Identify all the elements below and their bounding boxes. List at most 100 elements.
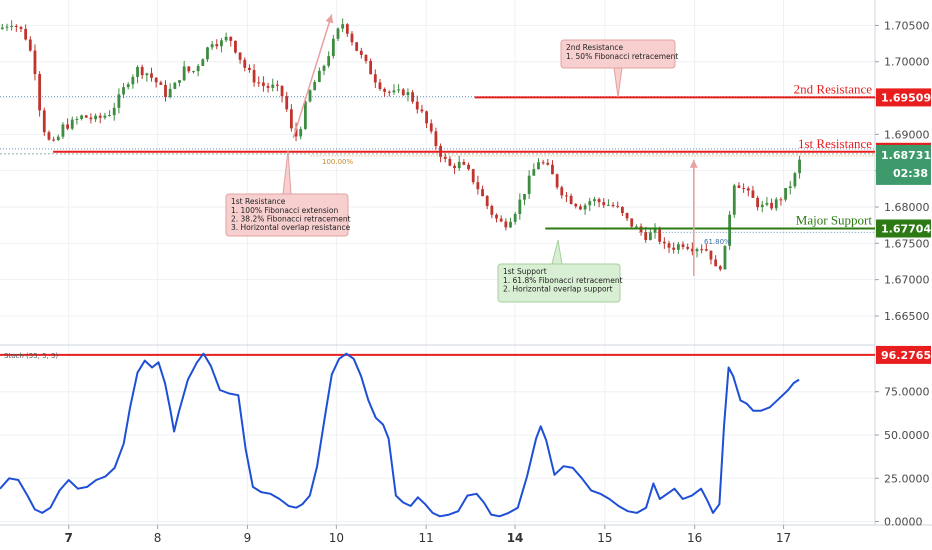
candle-body[interactable] — [462, 162, 466, 165]
candle-body[interactable] — [597, 199, 601, 203]
candle-body[interactable] — [504, 221, 508, 228]
candle-body[interactable] — [518, 199, 522, 214]
candle-body[interactable] — [42, 110, 46, 133]
candle-body[interactable] — [551, 164, 554, 175]
candle-body[interactable] — [401, 89, 405, 96]
candle-body[interactable] — [131, 76, 135, 85]
candle-body[interactable] — [681, 244, 685, 247]
candle-body[interactable] — [220, 40, 223, 47]
candle-body[interactable] — [658, 228, 662, 242]
candle-body[interactable] — [24, 28, 28, 40]
candle-body[interactable] — [243, 59, 247, 68]
candle-body[interactable] — [38, 74, 42, 111]
candle-body[interactable] — [159, 82, 163, 85]
candle-body[interactable] — [66, 124, 70, 129]
candle-body[interactable] — [210, 44, 214, 48]
candle-body[interactable] — [565, 195, 568, 197]
candle-body[interactable] — [289, 109, 293, 129]
candle-body[interactable] — [690, 248, 694, 252]
candle-body[interactable] — [485, 196, 489, 207]
candle-body[interactable] — [313, 81, 317, 91]
candle-body[interactable] — [229, 36, 233, 41]
candle-body[interactable] — [392, 90, 396, 93]
candle-body[interactable] — [625, 212, 629, 219]
candle-body[interactable] — [322, 65, 326, 71]
candle-body[interactable] — [164, 84, 167, 97]
candle-body[interactable] — [620, 206, 624, 213]
candle-body[interactable] — [756, 197, 760, 208]
candle-body[interactable] — [746, 188, 750, 191]
candle-body[interactable] — [644, 232, 648, 240]
candle-body[interactable] — [490, 206, 494, 215]
stoch-level-badge-bg[interactable] — [876, 345, 931, 364]
candle-body[interactable] — [415, 101, 419, 110]
candle-body[interactable] — [224, 36, 228, 41]
candle-body[interactable] — [686, 246, 690, 249]
candle-body[interactable] — [411, 92, 415, 102]
level-badge-2-bg[interactable] — [876, 219, 931, 238]
candle-body[interactable] — [19, 26, 23, 29]
candle-body[interactable] — [112, 107, 116, 116]
candle-body[interactable] — [704, 249, 708, 251]
candle-body[interactable] — [569, 195, 573, 204]
candle-body[interactable] — [89, 117, 93, 120]
candle-body[interactable] — [234, 40, 237, 53]
candle-body[interactable] — [443, 156, 447, 159]
candle-body[interactable] — [275, 84, 279, 86]
candle-body[interactable] — [676, 244, 680, 250]
candle-body[interactable] — [359, 50, 363, 55]
candle-body[interactable] — [788, 186, 792, 188]
candle-body[interactable] — [10, 25, 14, 27]
candle-body[interactable] — [560, 187, 564, 196]
candle-body[interactable] — [532, 169, 536, 176]
candle-body[interactable] — [61, 124, 65, 137]
candle-body[interactable] — [350, 33, 354, 43]
candle-body[interactable] — [187, 66, 191, 72]
candle-body[interactable] — [14, 25, 18, 27]
candle-body[interactable] — [387, 91, 391, 93]
candle-body[interactable] — [593, 199, 596, 202]
candle-body[interactable] — [397, 89, 401, 91]
candle-body[interactable] — [299, 128, 303, 137]
candle-body[interactable] — [341, 24, 345, 29]
candle-body[interactable] — [714, 259, 718, 267]
candle-body[interactable] — [94, 115, 97, 120]
candle-body[interactable] — [369, 60, 373, 75]
candle-body[interactable] — [574, 203, 578, 207]
candle-body[interactable] — [695, 249, 699, 252]
candle-body[interactable] — [5, 26, 9, 28]
candle-body[interactable] — [588, 201, 592, 206]
candle-body[interactable] — [723, 245, 727, 270]
candle-body[interactable] — [611, 204, 615, 207]
candle-body[interactable] — [709, 250, 713, 260]
candle-body[interactable] — [378, 82, 382, 90]
candle-body[interactable] — [70, 119, 74, 129]
candle-body[interactable] — [509, 221, 512, 228]
candle-body[interactable] — [136, 66, 139, 77]
candle-body[interactable] — [192, 71, 195, 73]
candle-body[interactable] — [52, 139, 56, 141]
candle-body[interactable] — [331, 38, 335, 57]
candle-body[interactable] — [448, 158, 452, 166]
candle-body[interactable] — [774, 199, 778, 209]
candle-body[interactable] — [406, 92, 410, 96]
candle-body[interactable] — [579, 206, 582, 210]
candle-body[interactable] — [607, 204, 610, 206]
candle-body[interactable] — [793, 173, 797, 187]
candle-body[interactable] — [117, 94, 121, 108]
candle-body[interactable] — [616, 206, 620, 208]
candle-body[interactable] — [513, 213, 517, 222]
candle-body[interactable] — [103, 115, 107, 118]
candle-body[interactable] — [602, 202, 606, 206]
candle-body[interactable] — [476, 182, 480, 190]
candle-body[interactable] — [453, 165, 456, 168]
candle-body[interactable] — [653, 228, 657, 233]
candle-body[interactable] — [499, 218, 503, 222]
candle-body[interactable] — [732, 185, 736, 215]
candle-body[interactable] — [523, 193, 526, 200]
candle-body[interactable] — [178, 80, 181, 83]
candle-body[interactable] — [145, 73, 149, 76]
candle-body[interactable] — [383, 89, 387, 92]
candle-body[interactable] — [345, 24, 349, 34]
candle-body[interactable] — [555, 174, 559, 188]
